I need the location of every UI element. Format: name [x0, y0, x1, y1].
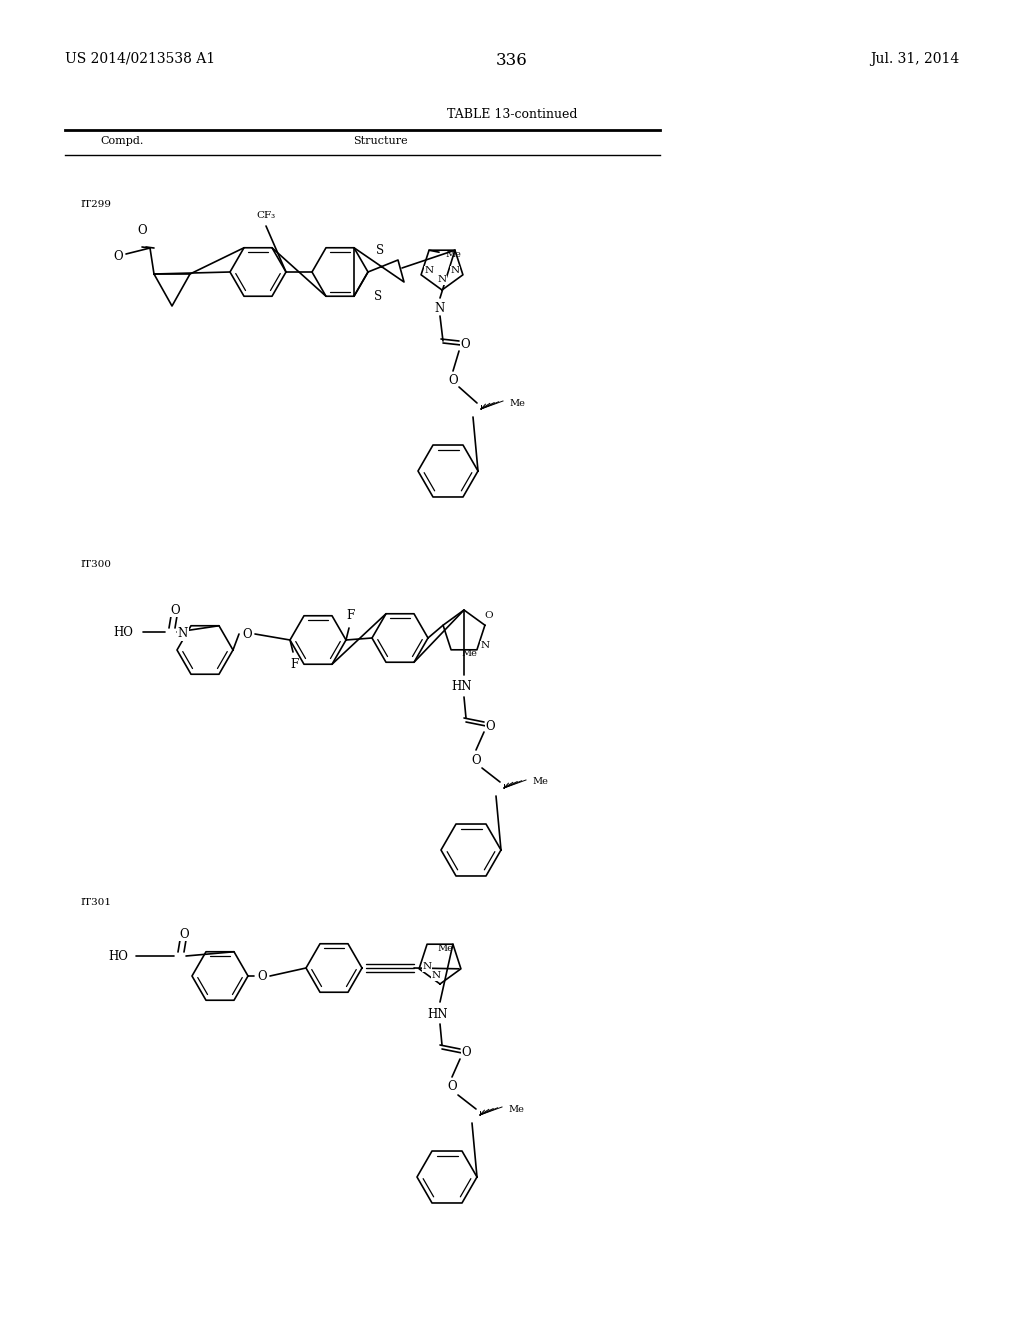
- Text: Me: Me: [445, 249, 461, 259]
- Text: F: F: [346, 609, 354, 622]
- Text: N: N: [451, 267, 460, 276]
- Text: IT300: IT300: [80, 560, 111, 569]
- Text: N: N: [425, 267, 433, 276]
- Text: Structure: Structure: [352, 136, 408, 147]
- Text: Me: Me: [508, 1105, 524, 1114]
- Text: IT301: IT301: [80, 898, 111, 907]
- Text: Me: Me: [532, 777, 548, 787]
- Text: N: N: [423, 962, 432, 972]
- Text: O: O: [484, 611, 494, 619]
- Text: O: O: [447, 1081, 457, 1093]
- Text: O: O: [461, 1047, 471, 1060]
- Text: HN: HN: [428, 1007, 449, 1020]
- Text: N: N: [437, 276, 446, 285]
- Text: N: N: [480, 642, 489, 651]
- Text: HN: HN: [452, 681, 472, 693]
- Text: Compd.: Compd.: [100, 136, 143, 147]
- Text: IT299: IT299: [80, 201, 111, 209]
- Text: Me: Me: [437, 944, 453, 953]
- Text: S: S: [376, 243, 384, 256]
- Text: US 2014/0213538 A1: US 2014/0213538 A1: [65, 51, 215, 66]
- Text: O: O: [114, 249, 123, 263]
- Text: O: O: [471, 754, 481, 767]
- Text: HO: HO: [109, 949, 128, 962]
- Text: O: O: [449, 375, 458, 388]
- Text: O: O: [170, 603, 180, 616]
- Text: O: O: [460, 338, 470, 351]
- Text: Me: Me: [461, 649, 477, 659]
- Text: O: O: [257, 969, 267, 982]
- Text: Jul. 31, 2014: Jul. 31, 2014: [869, 51, 959, 66]
- Text: 336: 336: [496, 51, 528, 69]
- Text: N: N: [435, 301, 445, 314]
- Text: HO: HO: [113, 626, 133, 639]
- Text: O: O: [243, 627, 252, 640]
- Text: CF₃: CF₃: [256, 211, 275, 220]
- Text: TABLE 13-continued: TABLE 13-continued: [446, 108, 578, 121]
- Text: O: O: [179, 928, 188, 940]
- Text: O: O: [485, 719, 495, 733]
- Text: S: S: [374, 289, 382, 302]
- Text: N: N: [178, 627, 188, 640]
- Text: F: F: [290, 657, 298, 671]
- Text: N: N: [431, 972, 440, 981]
- Text: O: O: [137, 223, 146, 236]
- Text: Me: Me: [509, 399, 525, 408]
